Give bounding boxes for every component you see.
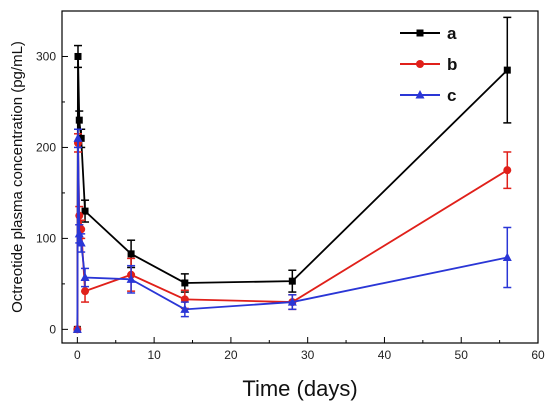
y-tick-label-3: 300	[36, 49, 56, 63]
y-axis-title: Octreotide plasma concentration (pg/mL)	[9, 41, 26, 313]
series-a-point-2	[75, 116, 83, 124]
x-axis: 0 10 20 30 40 50 60	[74, 337, 545, 362]
series-a-point-1	[74, 52, 82, 60]
x-tick-label-6: 60	[531, 348, 545, 362]
legend-marker-c	[415, 90, 425, 99]
series-a	[73, 16, 512, 333]
series-a-point-3	[77, 134, 85, 142]
legend: abc	[400, 24, 457, 105]
x-tick-label-3: 30	[301, 348, 315, 362]
series-c-point-5	[126, 274, 136, 283]
x-tick-label-2: 20	[224, 348, 238, 362]
legend-label-a: a	[447, 24, 457, 43]
series-c	[72, 128, 512, 333]
plot-frame	[61, 10, 539, 344]
x-axis-title: Time (days)	[242, 376, 357, 401]
series-c-point-0	[72, 324, 82, 333]
y-axis: 0 100 200 300	[36, 49, 68, 336]
series-c-point-6	[180, 304, 190, 313]
y-tick-label-2: 200	[36, 140, 56, 154]
series-a-point-8	[503, 66, 511, 74]
series-c-point-4	[80, 272, 90, 282]
series-a-point-5	[127, 250, 135, 258]
series-c-point-3	[76, 237, 86, 247]
series-c-point-7	[287, 297, 297, 306]
series-layer	[72, 16, 512, 334]
series-b-point-8	[503, 166, 512, 175]
series-c-point-8	[502, 252, 512, 261]
legend-marker-a	[416, 29, 424, 37]
legend-marker-b	[416, 60, 424, 68]
x-tick-label-1: 10	[147, 348, 161, 362]
x-tick-label-4: 40	[378, 348, 392, 362]
legend-label-c: c	[447, 86, 456, 105]
series-a-point-4	[81, 207, 89, 215]
series-a-point-6	[181, 279, 189, 287]
y-tick-label-0: 0	[49, 322, 56, 336]
x-tick-label-5: 50	[455, 348, 469, 362]
x-tick-label-0: 0	[74, 348, 81, 362]
series-c-point-1	[73, 133, 83, 142]
y-tick-label-1: 100	[36, 231, 56, 245]
legend-label-b: b	[447, 55, 457, 74]
series-b-point-4	[81, 287, 90, 296]
series-a-point-7	[288, 277, 296, 285]
